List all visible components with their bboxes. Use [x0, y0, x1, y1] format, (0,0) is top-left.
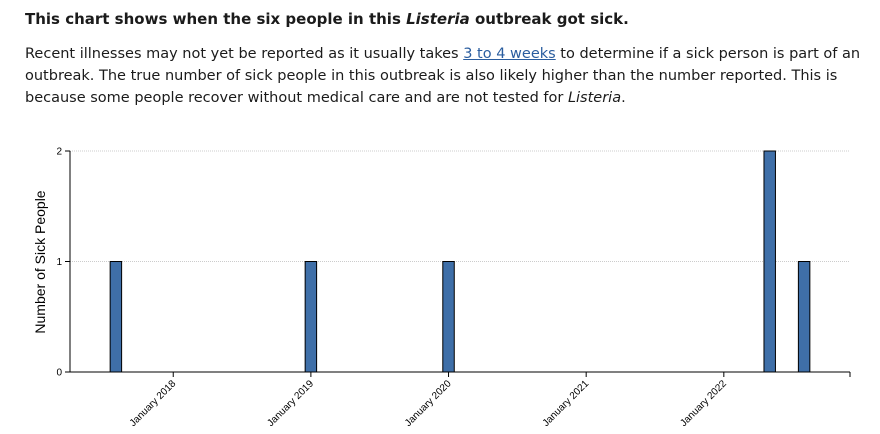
- text: to determine if a sick person is part of…: [25, 46, 861, 106]
- chart: Number of Sick People 0 1 2 January 2018 Jan…: [32, 147, 851, 429]
- title-text: outbreak got sick.: [469, 10, 629, 28]
- bar: [304, 261, 318, 373]
- y-tick-label: 2: [56, 147, 62, 158]
- x-tick-label: January 2021: [541, 378, 592, 429]
- header: This chart shows when the six people in …: [25, 0, 865, 109]
- bar: [763, 150, 776, 373]
- title-text: This chart shows when the six people in …: [25, 10, 407, 28]
- x-tick-label: January 2022: [678, 378, 729, 429]
- italic-text: Listeria: [567, 90, 622, 106]
- title-italic: Listeria: [406, 10, 470, 28]
- x-tick-label: January 2020: [403, 378, 454, 429]
- x-tick-label: January 2018: [128, 378, 179, 429]
- title: This chart shows when the six people in …: [25, 9, 865, 29]
- bar: [797, 261, 811, 373]
- bar: [442, 261, 455, 373]
- link[interactable]: 3 to 4 weeks: [463, 46, 556, 62]
- text: .: [621, 90, 626, 106]
- x-tick-label: January 2019: [265, 378, 316, 429]
- y-tick-label: 1: [56, 257, 62, 268]
- bar: [109, 261, 123, 373]
- y-tick-label: 0: [56, 368, 62, 379]
- y-axis-label: Number of Sick People: [32, 190, 48, 333]
- paragraph: Recent illnesses may not yet be reported…: [25, 43, 865, 109]
- text: Recent illnesses may not yet be reported…: [25, 46, 464, 62]
